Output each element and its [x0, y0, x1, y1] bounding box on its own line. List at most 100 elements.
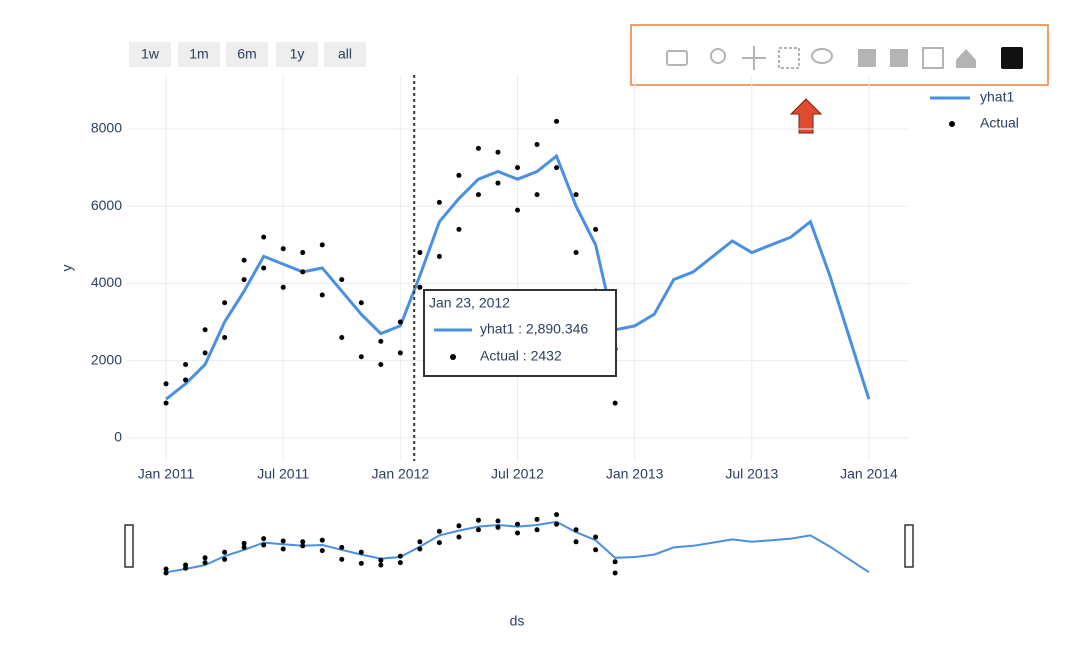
slider-point	[495, 524, 501, 530]
range-button-label[interactable]: 1w	[141, 46, 160, 62]
slider-point	[339, 556, 345, 562]
slider-point	[261, 536, 267, 542]
data-point	[456, 172, 462, 178]
y-tick-label: 4000	[91, 274, 122, 290]
x-tick-label: Jul 2012	[491, 466, 544, 482]
data-point	[183, 362, 189, 367]
data-point	[436, 199, 442, 205]
data-point	[261, 265, 267, 271]
x-tick-label: Jan 2011	[138, 466, 195, 482]
range-button[interactable]	[324, 42, 366, 67]
slider-point	[378, 562, 384, 568]
data-point	[319, 292, 325, 298]
range-button[interactable]	[178, 42, 220, 67]
slider-point	[163, 566, 169, 572]
x-axis-title: ds	[510, 613, 525, 629]
slider-point	[456, 534, 462, 540]
slider-point	[358, 560, 364, 566]
data-point	[554, 165, 560, 171]
tooltip-title: Jan 23, 2012	[429, 295, 510, 311]
data-point	[222, 300, 228, 306]
y-tick-label: 2000	[91, 351, 122, 367]
tooltip-item: yhat1 : 2,890.346	[480, 321, 588, 337]
range-button-label[interactable]: 1y	[290, 46, 305, 62]
slider-point	[554, 521, 560, 527]
slider-point	[319, 548, 325, 554]
slider-point	[202, 560, 208, 566]
data-point	[475, 145, 481, 151]
slider-point	[397, 560, 403, 566]
zoom-in-icon[interactable]	[858, 49, 876, 67]
x-tick-label: Jul 2013	[725, 466, 778, 482]
camera-icon[interactable]	[666, 50, 688, 66]
data-point	[339, 334, 345, 340]
data-point	[163, 400, 169, 406]
data-point	[436, 253, 442, 259]
data-point	[241, 257, 247, 263]
lasso-icon[interactable]	[811, 48, 833, 64]
data-point	[554, 118, 560, 124]
data-point	[358, 354, 364, 360]
range-button-label[interactable]: all	[338, 46, 352, 62]
data-point	[573, 192, 579, 198]
slider-point	[202, 555, 208, 561]
x-tick-label: Jul 2011	[257, 466, 309, 482]
range-button[interactable]	[276, 42, 318, 67]
data-point	[378, 362, 384, 367]
slider-point	[612, 570, 618, 576]
zoom-out-icon[interactable]	[890, 49, 908, 67]
slider-handle[interactable]	[124, 524, 134, 568]
slider-point	[183, 562, 189, 568]
y-tick-label: 0	[114, 429, 122, 445]
data-point	[495, 180, 501, 186]
range-button[interactable]	[226, 42, 268, 67]
range-button-label[interactable]: 6m	[237, 46, 256, 62]
range-button[interactable]	[129, 42, 171, 67]
slider-point	[515, 530, 520, 536]
data-point	[280, 284, 286, 290]
slider-point	[436, 540, 442, 546]
tooltip-item: Actual : 2432	[480, 348, 562, 364]
zoom-icon[interactable]	[710, 48, 726, 64]
data-point	[280, 246, 286, 252]
data-point	[475, 192, 481, 198]
box-select-icon[interactable]	[778, 47, 800, 69]
data-point	[397, 350, 403, 356]
data-point	[202, 350, 208, 356]
pan-icon[interactable]	[742, 46, 766, 70]
data-point	[534, 141, 540, 147]
data-point	[515, 207, 520, 213]
forecast-line	[165, 153, 871, 401]
data-point	[612, 400, 618, 406]
highlight-box	[630, 24, 1049, 86]
data-point	[300, 250, 306, 256]
data-point	[261, 234, 267, 240]
slider-point	[436, 528, 442, 534]
slider-handle[interactable]	[904, 524, 914, 568]
tooltip-box	[423, 289, 617, 377]
legend-label: yhat1	[980, 89, 1014, 105]
data-point	[397, 319, 403, 325]
data-point	[593, 226, 599, 232]
data-point	[339, 277, 345, 283]
data-point	[241, 277, 247, 283]
x-tick-label: Jan 2012	[372, 466, 430, 482]
plotly-logo[interactable]	[1001, 47, 1023, 69]
slider-point	[475, 517, 481, 523]
autoscale-icon[interactable]	[922, 47, 944, 69]
reset-icon[interactable]	[956, 49, 976, 68]
range-selector: 1w 1m 6m 1y all	[129, 42, 366, 67]
x-tick-label: Jan 2013	[606, 466, 664, 482]
slider-point	[300, 543, 306, 549]
data-point	[300, 269, 306, 275]
slider-point	[241, 540, 247, 546]
range-button-label[interactable]: 1m	[189, 46, 208, 62]
data-point	[456, 226, 462, 232]
slider-point	[397, 553, 403, 559]
data-point	[358, 300, 364, 306]
slider-point	[573, 539, 579, 545]
data-point	[495, 149, 501, 155]
legend-swatch	[949, 121, 955, 127]
slider-point	[593, 534, 599, 540]
slider-point	[358, 549, 364, 555]
